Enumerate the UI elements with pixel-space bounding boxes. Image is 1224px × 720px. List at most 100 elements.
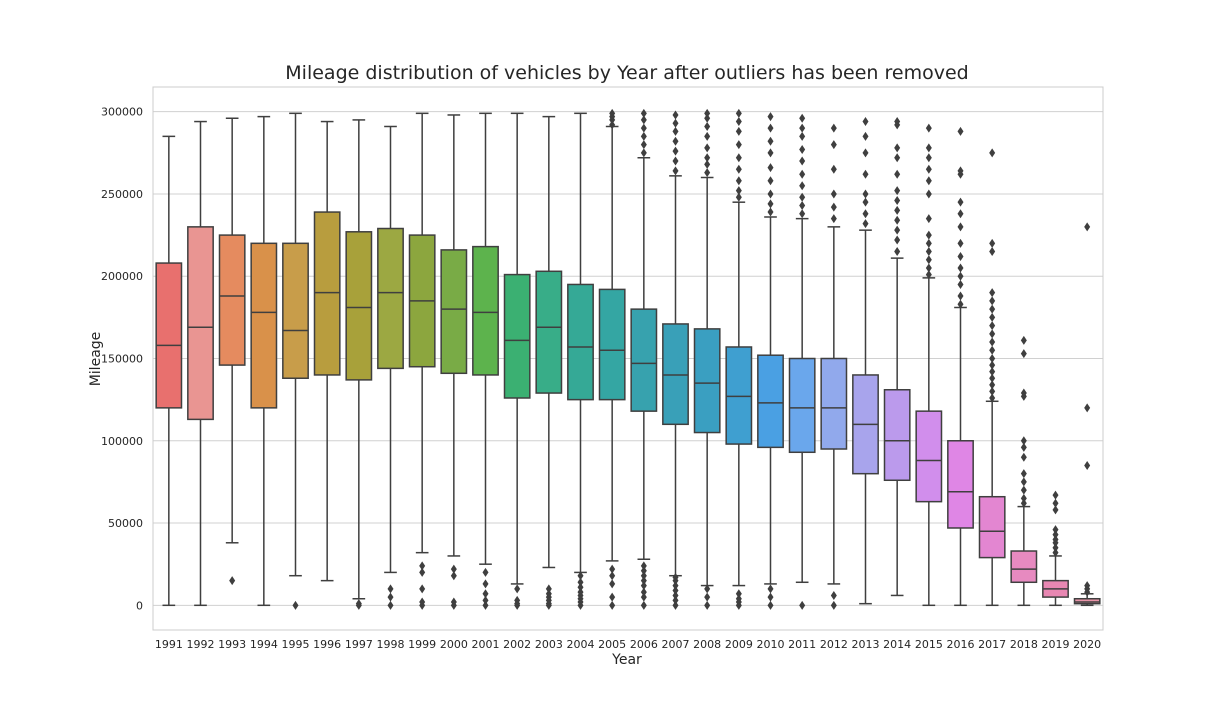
outlier-point bbox=[957, 197, 964, 207]
outlier-point bbox=[735, 126, 742, 136]
box-1997 bbox=[345, 119, 373, 610]
box-2009 bbox=[725, 108, 753, 610]
outlier-point bbox=[419, 561, 426, 571]
outlier-point bbox=[640, 115, 647, 125]
outlier-point bbox=[862, 219, 869, 229]
outlier-point bbox=[514, 584, 521, 594]
outlier-point bbox=[1020, 349, 1027, 359]
x-tick-labels: 1991 1992 1993 1994 1995 1996 1997 1998 1999 2000… bbox=[155, 638, 1101, 651]
outlier-point bbox=[419, 567, 426, 577]
outlier-point bbox=[1052, 525, 1059, 535]
outlier-point bbox=[925, 164, 932, 174]
outlier-point bbox=[609, 600, 616, 610]
outlier-point bbox=[925, 176, 932, 186]
outlier-point bbox=[672, 590, 679, 600]
outlier-point bbox=[1052, 543, 1059, 553]
outlier-point bbox=[799, 192, 806, 202]
x-tick-label: 1992 bbox=[187, 638, 215, 651]
iqr-box bbox=[1073, 597, 1101, 605]
outlier-point bbox=[1020, 485, 1027, 495]
iqr-box bbox=[377, 227, 404, 370]
outlier-point bbox=[989, 304, 996, 314]
outlier-point bbox=[894, 205, 901, 215]
outlier-point bbox=[672, 166, 679, 176]
outlier-point bbox=[482, 589, 489, 599]
outlier-point bbox=[292, 600, 299, 610]
outlier-point bbox=[545, 589, 552, 599]
outlier-point bbox=[640, 123, 647, 133]
iqr-box bbox=[1010, 550, 1038, 584]
outlier-point bbox=[640, 108, 647, 118]
outlier-point bbox=[450, 597, 457, 607]
x-tick-label: 2008 bbox=[693, 638, 721, 651]
outlier-point bbox=[989, 238, 996, 248]
outlier-point bbox=[862, 197, 869, 207]
iqr-box bbox=[313, 211, 341, 376]
outlier-point bbox=[957, 251, 964, 261]
outlier-point bbox=[640, 131, 647, 141]
outlier-point bbox=[640, 566, 647, 576]
outlier-point bbox=[862, 209, 869, 219]
iqr-box bbox=[915, 410, 943, 503]
outlier-point bbox=[735, 164, 742, 174]
outlier-point bbox=[355, 599, 362, 609]
outlier-point bbox=[1052, 530, 1059, 540]
outlier-point bbox=[1052, 535, 1059, 544]
outlier-point bbox=[482, 600, 489, 610]
outlier-point bbox=[419, 584, 426, 594]
iqr-box bbox=[598, 288, 626, 401]
box-2020 bbox=[1073, 222, 1101, 607]
outlier-point bbox=[894, 196, 901, 206]
outlier-point bbox=[387, 600, 394, 610]
box-2013 bbox=[852, 117, 879, 605]
x-tick-label: 2005 bbox=[598, 638, 626, 651]
x-tick-label: 1993 bbox=[218, 638, 246, 651]
x-tick-label: 1991 bbox=[155, 638, 183, 651]
outlier-point bbox=[989, 288, 996, 298]
outlier-point bbox=[989, 386, 996, 396]
outlier-point bbox=[894, 247, 901, 257]
outlier-point bbox=[640, 576, 647, 586]
outlier-point bbox=[989, 367, 996, 377]
outlier-point bbox=[989, 393, 996, 403]
box-series bbox=[155, 108, 1101, 610]
outlier-point bbox=[767, 112, 774, 122]
outlier-point bbox=[767, 176, 774, 186]
plot-area-frame bbox=[152, 86, 1104, 631]
outlier-point bbox=[640, 600, 647, 610]
outlier-point bbox=[799, 209, 806, 219]
outlier-point bbox=[545, 584, 552, 594]
outlier-point bbox=[640, 581, 647, 591]
x-tick-label: 1996 bbox=[313, 638, 341, 651]
outlier-point bbox=[799, 145, 806, 155]
outlier-point bbox=[1020, 452, 1027, 462]
box-2007 bbox=[662, 110, 689, 610]
outlier-point bbox=[862, 117, 869, 127]
outlier-point bbox=[989, 329, 996, 339]
outlier-point bbox=[830, 164, 837, 174]
x-axis-label: Year bbox=[611, 652, 642, 668]
x-tick-label: 1999 bbox=[408, 638, 436, 651]
outlier-point bbox=[704, 113, 711, 123]
outlier-point bbox=[1020, 498, 1027, 508]
iqr-box bbox=[947, 440, 974, 529]
outlier-point bbox=[735, 589, 742, 599]
outlier-point bbox=[672, 126, 679, 136]
outlier-point bbox=[799, 123, 806, 133]
iqr-box bbox=[282, 242, 309, 379]
outlier-point bbox=[767, 199, 774, 209]
outlier-point bbox=[704, 143, 711, 153]
y-axis-label: Mileage bbox=[88, 332, 104, 387]
box-2000 bbox=[440, 114, 468, 610]
box-2005 bbox=[598, 108, 626, 610]
x-tick-label: 1997 bbox=[345, 638, 373, 651]
box-2018 bbox=[1010, 335, 1038, 607]
iqr-box bbox=[883, 389, 911, 482]
y-tick-label: 100000 bbox=[101, 435, 143, 448]
iqr-box bbox=[218, 234, 246, 366]
outlier-point bbox=[640, 561, 647, 571]
box-2003 bbox=[535, 115, 563, 610]
x-tick-label: 2014 bbox=[883, 638, 911, 651]
outlier-point bbox=[830, 123, 837, 133]
